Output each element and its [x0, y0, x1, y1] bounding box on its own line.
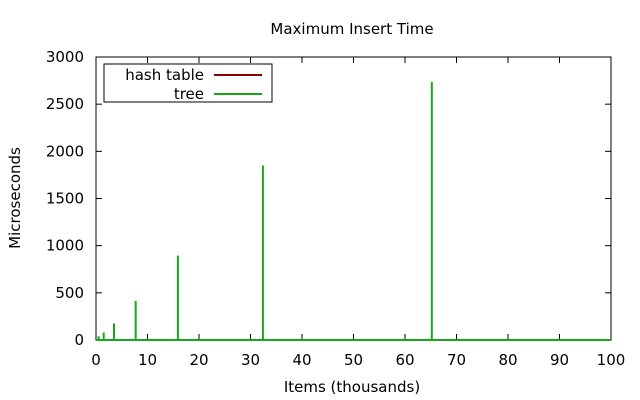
- x-tick-label: 30: [241, 351, 260, 369]
- legend-box: [103, 63, 273, 103]
- y-tick-label: 0: [74, 331, 84, 349]
- series-line-tree: [96, 82, 611, 341]
- legend-label: tree: [174, 85, 204, 103]
- x-tick-label: 40: [292, 351, 311, 369]
- y-tick-label: 1500: [46, 190, 84, 208]
- series-layer: [96, 82, 611, 341]
- y-tick-label: 2500: [46, 95, 84, 113]
- x-axis-label: Items (thousands): [284, 378, 420, 396]
- x-tick-label: 100: [597, 351, 626, 369]
- x-tick-label: 0: [91, 351, 101, 369]
- x-tick-label: 50: [344, 351, 363, 369]
- x-tick-label: 60: [395, 351, 414, 369]
- chart-title: Maximum Insert Time: [270, 20, 433, 38]
- x-tick-label: 10: [138, 351, 157, 369]
- y-tick-label: 3000: [46, 48, 84, 66]
- y-tick-label: 500: [55, 284, 84, 302]
- x-tick-label: 70: [447, 351, 466, 369]
- x-tick-label: 90: [550, 351, 569, 369]
- y-tick-label: 2000: [46, 142, 84, 160]
- legend-label: hash table: [125, 66, 204, 84]
- x-tick-label: 80: [498, 351, 517, 369]
- y-axis-label: Microseconds: [6, 147, 24, 249]
- axis-ticks: 0 10 20 30 40 50 60 70 80 90 100050010001500200025…: [46, 48, 626, 369]
- x-tick-label: 20: [189, 351, 208, 369]
- y-tick-label: 1000: [46, 237, 84, 255]
